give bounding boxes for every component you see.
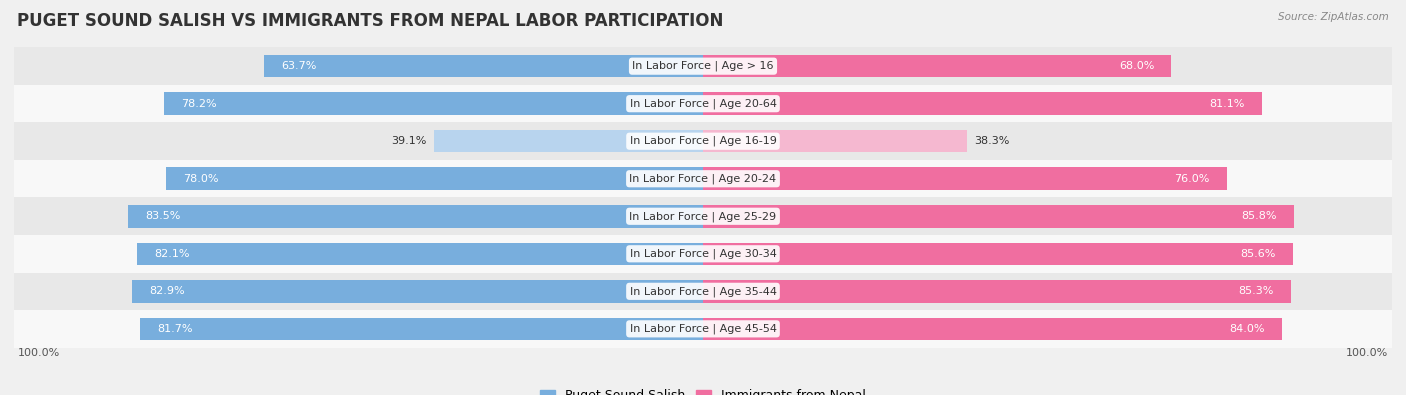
Text: 82.1%: 82.1% (155, 249, 190, 259)
Text: 82.9%: 82.9% (149, 286, 184, 296)
Bar (264, 55, 703, 77)
Text: 85.3%: 85.3% (1239, 286, 1274, 296)
Text: In Labor Force | Age 25-29: In Labor Force | Age 25-29 (630, 211, 776, 222)
Bar (14, 47, 1392, 85)
Text: 84.0%: 84.0% (1229, 324, 1264, 334)
Bar (433, 130, 703, 152)
Text: 38.3%: 38.3% (974, 136, 1010, 146)
Bar (14, 235, 1392, 273)
Bar (703, 92, 1261, 115)
Text: 100.0%: 100.0% (17, 348, 59, 357)
Bar (14, 198, 1392, 235)
Bar (141, 318, 703, 340)
Bar (703, 243, 1292, 265)
Text: 83.5%: 83.5% (145, 211, 180, 221)
Text: PUGET SOUND SALISH VS IMMIGRANTS FROM NEPAL LABOR PARTICIPATION: PUGET SOUND SALISH VS IMMIGRANTS FROM NE… (17, 12, 723, 30)
Bar (703, 318, 1282, 340)
Bar (703, 167, 1226, 190)
Bar (703, 280, 1291, 303)
Text: In Labor Force | Age 45-54: In Labor Force | Age 45-54 (630, 324, 776, 334)
Bar (703, 55, 1171, 77)
Bar (138, 243, 703, 265)
Text: 81.7%: 81.7% (157, 324, 193, 334)
Text: Source: ZipAtlas.com: Source: ZipAtlas.com (1278, 12, 1389, 22)
Bar (14, 310, 1392, 348)
Bar (14, 122, 1392, 160)
Bar (703, 130, 967, 152)
Text: 76.0%: 76.0% (1174, 174, 1209, 184)
Text: 85.8%: 85.8% (1241, 211, 1277, 221)
Bar (165, 92, 703, 115)
Bar (166, 167, 703, 190)
Text: In Labor Force | Age 20-64: In Labor Force | Age 20-64 (630, 98, 776, 109)
Bar (128, 205, 703, 228)
Bar (703, 205, 1294, 228)
Text: 100.0%: 100.0% (1347, 348, 1389, 357)
Text: 81.1%: 81.1% (1209, 99, 1244, 109)
Text: 78.0%: 78.0% (183, 174, 218, 184)
Text: 85.6%: 85.6% (1240, 249, 1275, 259)
Text: 78.2%: 78.2% (181, 99, 217, 109)
Text: 63.7%: 63.7% (281, 61, 316, 71)
Text: 68.0%: 68.0% (1119, 61, 1154, 71)
Legend: Puget Sound Salish, Immigrants from Nepal: Puget Sound Salish, Immigrants from Nepa… (536, 384, 870, 395)
Text: In Labor Force | Age 35-44: In Labor Force | Age 35-44 (630, 286, 776, 297)
Bar (14, 85, 1392, 122)
Text: In Labor Force | Age > 16: In Labor Force | Age > 16 (633, 61, 773, 71)
Bar (14, 160, 1392, 198)
Text: 39.1%: 39.1% (391, 136, 427, 146)
Bar (14, 273, 1392, 310)
Bar (132, 280, 703, 303)
Text: In Labor Force | Age 16-19: In Labor Force | Age 16-19 (630, 136, 776, 147)
Text: In Labor Force | Age 20-24: In Labor Force | Age 20-24 (630, 173, 776, 184)
Text: In Labor Force | Age 30-34: In Labor Force | Age 30-34 (630, 248, 776, 259)
